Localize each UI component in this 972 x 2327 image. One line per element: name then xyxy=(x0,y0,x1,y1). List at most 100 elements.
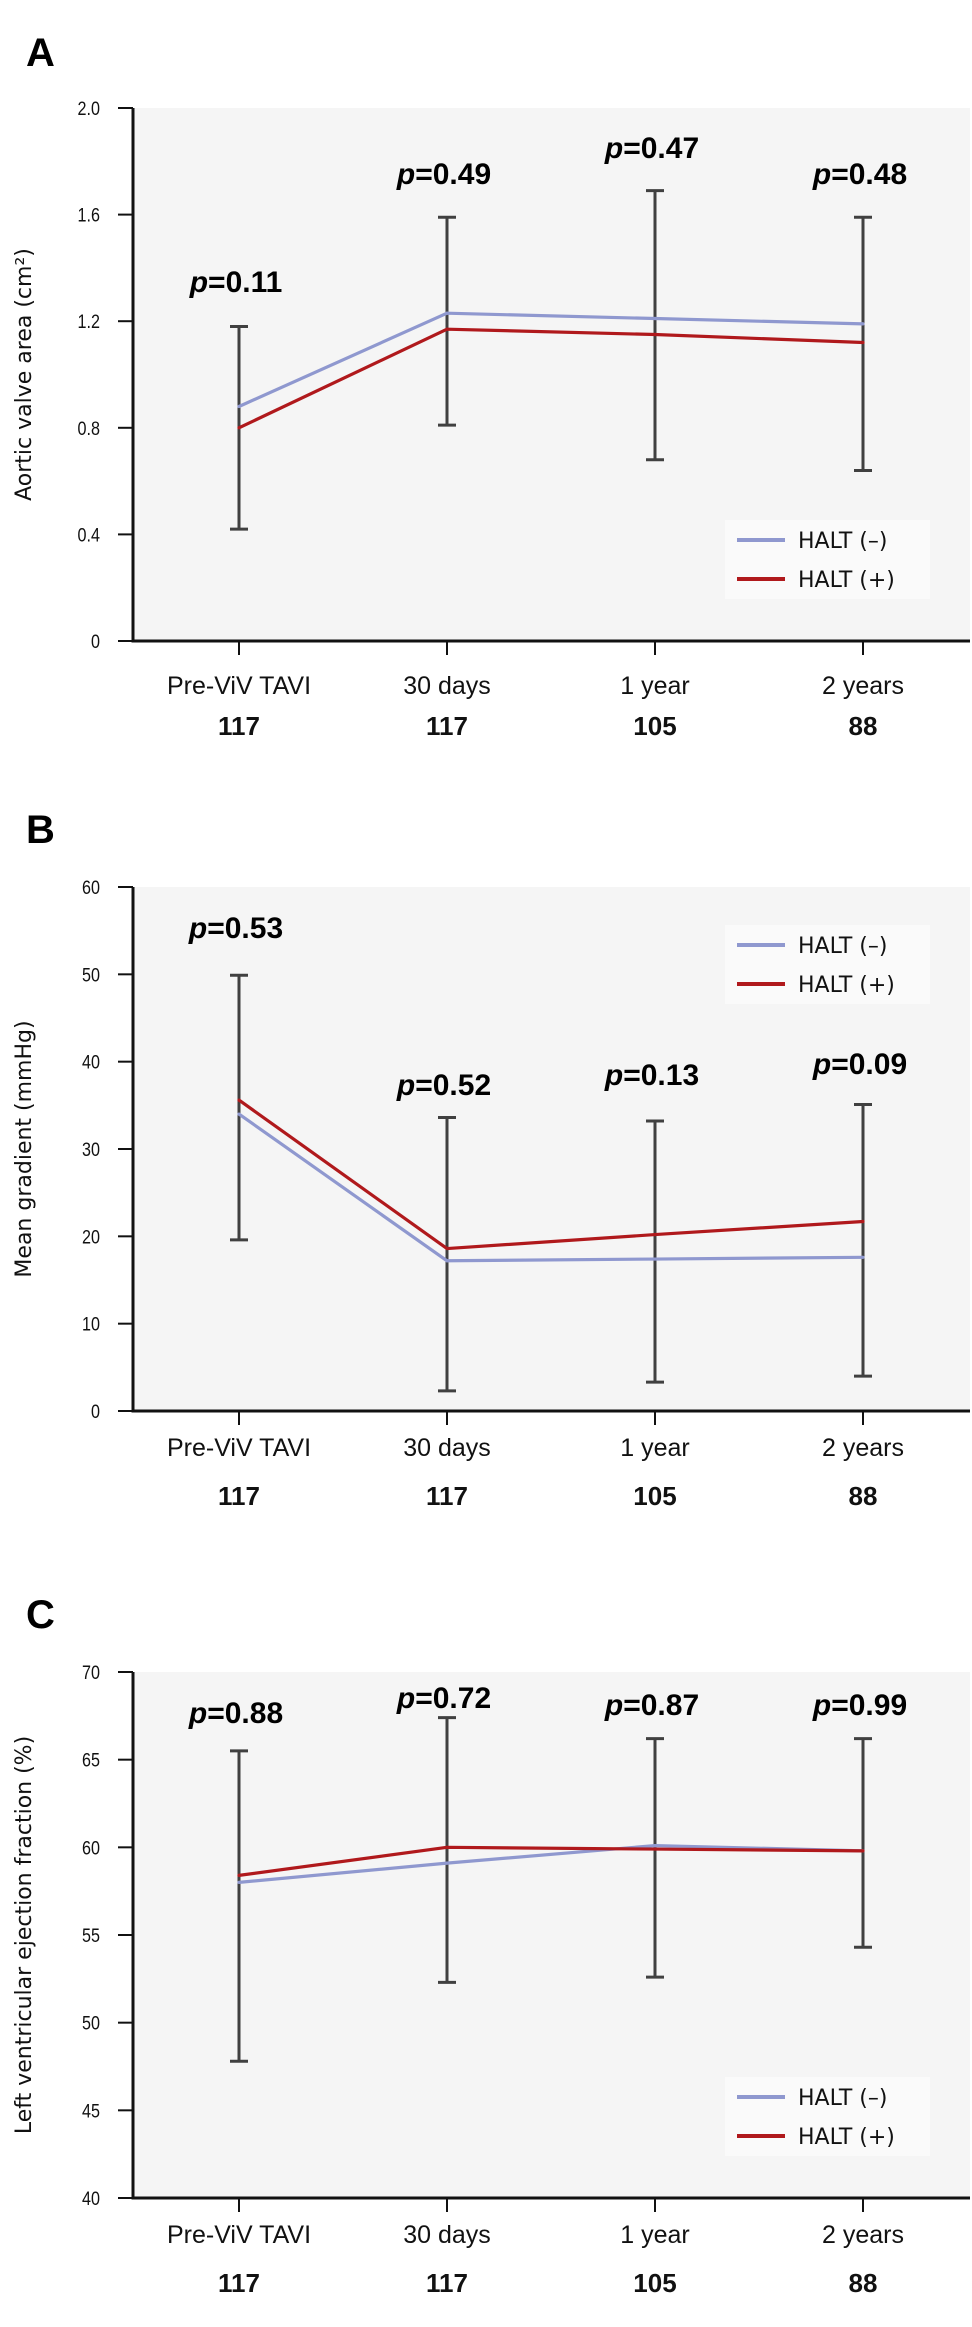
data-point xyxy=(237,404,241,409)
y-tick-label: 70 xyxy=(82,1662,100,1684)
series-line-halt-negative xyxy=(238,1843,864,1884)
data-point xyxy=(861,1849,865,1853)
data-point xyxy=(237,426,241,430)
p-symbol: p xyxy=(812,1048,831,1081)
p-symbol: p xyxy=(812,158,831,191)
x-tick-label: 2 years xyxy=(822,672,904,700)
data-point xyxy=(653,316,657,321)
n-at-risk-label: 88 xyxy=(849,1481,878,1511)
series-line-halt-negative xyxy=(238,311,864,408)
p-value-label: p=0.99 xyxy=(812,1689,907,1722)
y-tick-label: 0.4 xyxy=(78,524,101,546)
p-symbol: p xyxy=(396,1069,415,1102)
data-point xyxy=(861,1219,865,1224)
p-equals: = xyxy=(207,912,225,945)
series-line-halt-positive xyxy=(238,327,864,430)
legend-label: HALT (+) xyxy=(798,973,895,998)
y-tick-label: 0.8 xyxy=(78,418,101,440)
y-tick-label: 30 xyxy=(82,1139,100,1161)
p-value-label: p=0.52 xyxy=(396,1069,491,1102)
legend-label: HALT (+) xyxy=(798,568,895,593)
y-tick-label: 50 xyxy=(82,2012,100,2034)
data-point xyxy=(237,1098,241,1102)
p-equals: = xyxy=(207,1697,225,1730)
p-symbol: p xyxy=(604,1689,623,1722)
p-value: 0.87 xyxy=(641,1689,699,1722)
x-tick-label: Pre-ViV TAVI xyxy=(167,672,311,700)
legend-label: HALT (–) xyxy=(798,2086,887,2111)
p-value-label: p=0.09 xyxy=(812,1048,907,1081)
y-tick-label: 20 xyxy=(82,1226,100,1248)
n-at-risk-label: 105 xyxy=(633,711,676,741)
p-symbol: p xyxy=(188,912,207,945)
y-axis-title: Mean gradient (mmHg) xyxy=(12,1020,37,1277)
panel-letter: B xyxy=(26,808,55,852)
p-equals: = xyxy=(623,132,641,165)
p-equals: = xyxy=(415,1682,433,1715)
data-point xyxy=(237,1880,241,1884)
n-at-risk-label: 117 xyxy=(426,2268,468,2298)
panel-b: B 0 10 20 30 40 50 60 Mean gradient (mmHg) Pre-Vi… xyxy=(12,808,970,1511)
series-line-halt-negative xyxy=(238,1112,864,1263)
p-symbol: p xyxy=(604,1059,623,1092)
panel-a: A 0 0.4 0.8 1.2 1.6 2.0 Aortic valve area (cm²)… xyxy=(12,31,970,741)
y-tick-label: 1.6 xyxy=(78,204,101,226)
data-point xyxy=(445,1259,449,1263)
data-point xyxy=(653,1232,657,1237)
panel-letter: C xyxy=(26,1593,55,1637)
data-point xyxy=(445,1845,449,1849)
y-tick-label: 60 xyxy=(82,877,100,899)
x-tick-label: 30 days xyxy=(403,1434,491,1462)
legend: HALT (–) HALT (+) xyxy=(725,925,930,1004)
y-tick-label: 55 xyxy=(82,1925,100,1947)
x-tick-label: Pre-ViV TAVI xyxy=(167,1434,311,1462)
data-point xyxy=(653,332,657,337)
y-tick-label: 40 xyxy=(82,2188,100,2210)
p-value: 0.11 xyxy=(226,266,283,299)
data-point xyxy=(237,1873,241,1877)
y-tick-label: 40 xyxy=(82,1051,100,1073)
n-at-risk-label: 117 xyxy=(426,711,468,741)
series-line-halt-positive xyxy=(238,1845,864,1877)
panel-c: C 40 45 50 55 60 65 70 Left ventricular ejection… xyxy=(12,1593,970,2298)
x-tick-label: 30 days xyxy=(403,672,491,700)
x-tick-label: 30 days xyxy=(403,2221,491,2249)
data-point xyxy=(861,322,865,326)
p-value-label: p=0.11 xyxy=(189,266,283,299)
p-value: 0.49 xyxy=(433,158,491,191)
y-tick-label: 60 xyxy=(82,1837,100,1859)
y-tick-label: 0 xyxy=(91,631,100,653)
legend-box xyxy=(725,2077,930,2156)
p-value: 0.88 xyxy=(225,1697,283,1730)
p-value-label: p=0.88 xyxy=(188,1697,283,1730)
data-point xyxy=(445,1246,449,1251)
n-at-risk-label: 117 xyxy=(426,1481,468,1511)
p-equals: = xyxy=(415,1069,433,1102)
p-value: 0.47 xyxy=(641,132,699,165)
p-value: 0.52 xyxy=(433,1069,491,1102)
n-at-risk-label: 105 xyxy=(633,1481,676,1511)
p-equals: = xyxy=(623,1689,641,1722)
p-value-label: p=0.48 xyxy=(812,158,907,191)
n-at-risk-label: 88 xyxy=(849,711,878,741)
p-symbol: p xyxy=(189,266,208,299)
p-value-label: p=0.47 xyxy=(604,132,699,165)
y-tick-label: 45 xyxy=(82,2100,100,2122)
p-symbol: p xyxy=(396,158,415,191)
data-point xyxy=(653,1257,657,1261)
n-at-risk-label: 117 xyxy=(218,711,260,741)
data-point xyxy=(445,1861,449,1865)
y-tick-label: 10 xyxy=(82,1313,100,1335)
p-symbol: p xyxy=(812,1689,831,1722)
x-tick-label: 1 year xyxy=(620,2221,689,2249)
data-point xyxy=(653,1843,657,1848)
data-point xyxy=(237,1112,241,1116)
p-symbol: p xyxy=(188,1697,207,1730)
legend-label: HALT (–) xyxy=(798,529,887,554)
data-point xyxy=(445,327,449,331)
legend-box xyxy=(725,925,930,1004)
data-point xyxy=(653,1847,657,1851)
p-value-label: p=0.72 xyxy=(396,1682,491,1715)
y-tick-label: 0 xyxy=(91,1401,100,1423)
